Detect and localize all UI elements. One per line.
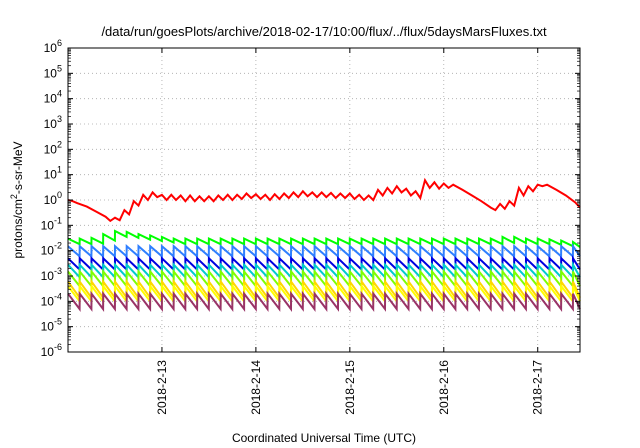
- x-tick-label: 2018-2-13: [155, 360, 169, 415]
- y-axis-title: protons/cm2-s-sr-MeV: [9, 141, 25, 258]
- x-tick-label: 2018-2-17: [531, 360, 545, 415]
- x-tick-label: 2018-2-16: [437, 360, 451, 415]
- series-line: [67, 290, 581, 312]
- x-axis: 2018-2-13 2018-2-14 2018-2-15 2018-2-16 2018…: [155, 48, 545, 415]
- chart-title: /data/run/goesPlots/archive/2018-02-17/1…: [101, 24, 547, 39]
- series-line: [67, 229, 581, 248]
- series-line: [67, 268, 581, 289]
- x-axis-title: Coordinated Universal Time (UTC): [232, 431, 416, 445]
- series-line: [67, 177, 581, 223]
- x-tick-label: 2018-2-15: [343, 360, 357, 415]
- x-tick-label: 2018-2-14: [249, 360, 263, 415]
- series-group: [67, 177, 581, 312]
- series-line: [67, 243, 581, 259]
